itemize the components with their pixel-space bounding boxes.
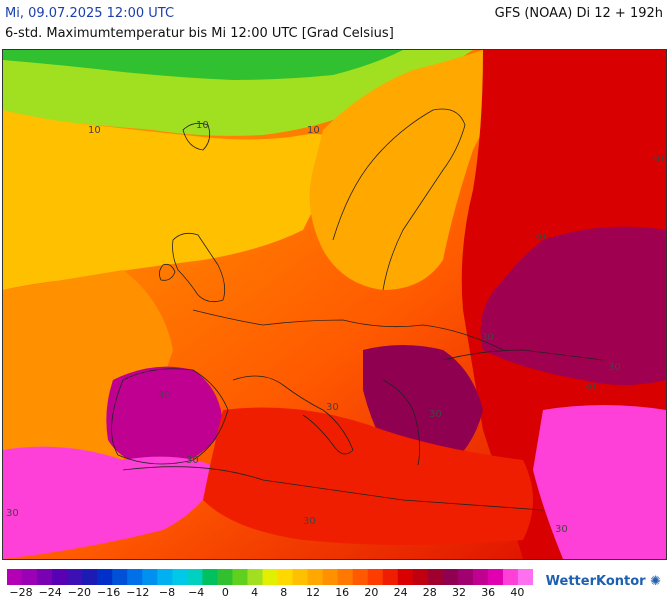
isotherm-label: 30 (303, 516, 316, 527)
legend-swatch (367, 569, 384, 585)
legend-swatch (247, 569, 263, 585)
legend-swatch (472, 569, 489, 585)
legend-swatch (517, 569, 533, 585)
isotherm-label: 30 (481, 332, 494, 343)
legend-swatch (427, 569, 444, 585)
legend-swatch (232, 569, 248, 585)
isotherm-label: 30 (429, 409, 442, 420)
legend-tick-label: 0 (221, 586, 229, 599)
isotherm-label: 30 (6, 508, 19, 519)
legend-tick-label: −4 (188, 586, 205, 599)
legend-tick-label: −16 (96, 586, 121, 599)
legend-swatch (277, 569, 294, 585)
legend-swatch (457, 569, 474, 585)
legend-swatch (487, 569, 504, 585)
legend-swatch (37, 569, 53, 585)
legend-swatch (82, 569, 98, 585)
legend-tick-label: 28 (422, 586, 437, 599)
isotherm-label: 30 (651, 154, 664, 165)
brand-logo: WetterKontor ✺ (546, 574, 661, 589)
coastlines (111, 108, 604, 511)
legend-tick-label: 12 (306, 586, 320, 599)
legend-swatch (292, 569, 309, 585)
temperature-map: 10 10 10 30 30 30 30 30 30 30 30 30 30 3… (2, 49, 667, 560)
isotherm-label: 30 (555, 524, 568, 535)
model-run: GFS (NOAA) Di 12 + 192h (494, 6, 663, 21)
legend-swatch (127, 569, 143, 585)
legend-swatch (187, 569, 203, 585)
legend-swatch (382, 569, 399, 585)
legend-tick-label: 40 (510, 586, 525, 599)
legend-swatch (262, 569, 279, 585)
legend-swatch (397, 569, 414, 585)
legend-swatch (337, 569, 354, 585)
legend-swatch (307, 569, 324, 585)
header: Mi, 09.07.2025 12:00 UTC GFS (NOAA) Di 1… (0, 0, 669, 48)
isotherm-label: 10 (307, 125, 320, 136)
isotherm-label: 30 (186, 455, 199, 466)
cold-zone-north (3, 50, 403, 80)
isotherm-labels: 10 10 10 30 30 30 30 30 30 30 30 30 30 3… (6, 120, 664, 535)
brand-name: WetterKontor (545, 574, 646, 589)
isotherm-label: 30 (533, 232, 546, 243)
isotherm-label: 30 (158, 390, 171, 401)
legend-tick-label: 36 (481, 586, 496, 599)
legend-swatch (157, 569, 173, 585)
legend-tick-label: −24 (38, 586, 62, 599)
isotherm-label: 10 (88, 125, 101, 136)
legend-tick-label: −8 (158, 586, 176, 599)
legend-swatch (502, 569, 519, 585)
legend-swatch (217, 569, 233, 585)
legend-swatch (67, 569, 83, 585)
isotherm-label: 30 (326, 402, 339, 413)
legend-tick-label: 24 (393, 586, 408, 599)
legend-swatch (322, 569, 339, 585)
chart-description: 6-std. Maximumtemperatur bis Mi 12:00 UT… (5, 26, 394, 41)
legend-swatch (202, 569, 218, 585)
legend-swatch (142, 569, 158, 585)
legend-tick-label: −28 (9, 586, 33, 599)
color-legend (7, 569, 533, 585)
sun-spark-icon: ✺ (650, 574, 661, 589)
map-svg: 10 10 10 30 30 30 30 30 30 30 30 30 30 3… (3, 50, 666, 559)
legend-swatch (7, 569, 23, 585)
legend-swatch (172, 569, 188, 585)
legend-tick-label: −20 (67, 586, 91, 599)
legend-swatch (112, 569, 128, 585)
legend-tick-label: 16 (335, 586, 350, 599)
isotherm-label: 10 (196, 120, 209, 131)
scandinavia-zone (309, 50, 523, 290)
legend-ticks: −28 −24 −20 −16 −12 −8 −4 0 4 8 12 16 20 24 28 32 36 40 (7, 586, 537, 600)
isotherm-label: 30 (583, 382, 596, 393)
legend-tick-label: −12 (126, 586, 150, 599)
north-africa-heat (3, 446, 223, 559)
middle-east-heat (533, 405, 666, 559)
run-date: Mi, 09.07.2025 12:00 UTC (5, 6, 175, 21)
legend-tick-label: 20 (364, 586, 379, 599)
mild-zone-atlantic (3, 110, 343, 290)
legend-swatch (97, 569, 113, 585)
east-extreme-heat (480, 226, 666, 385)
legend-swatch (52, 569, 68, 585)
legend-tick-label: 32 (452, 586, 466, 599)
legend-swatch (22, 569, 38, 585)
mediterranean-zone (203, 407, 533, 545)
isotherm-label: 30 (608, 362, 621, 373)
legend-swatch (352, 569, 369, 585)
iberia-extreme-heat (106, 366, 223, 470)
legend-tick-label: 8 (280, 586, 288, 599)
legend-swatch (442, 569, 459, 585)
legend-swatch (412, 569, 429, 585)
legend-tick-label: 4 (251, 586, 259, 599)
